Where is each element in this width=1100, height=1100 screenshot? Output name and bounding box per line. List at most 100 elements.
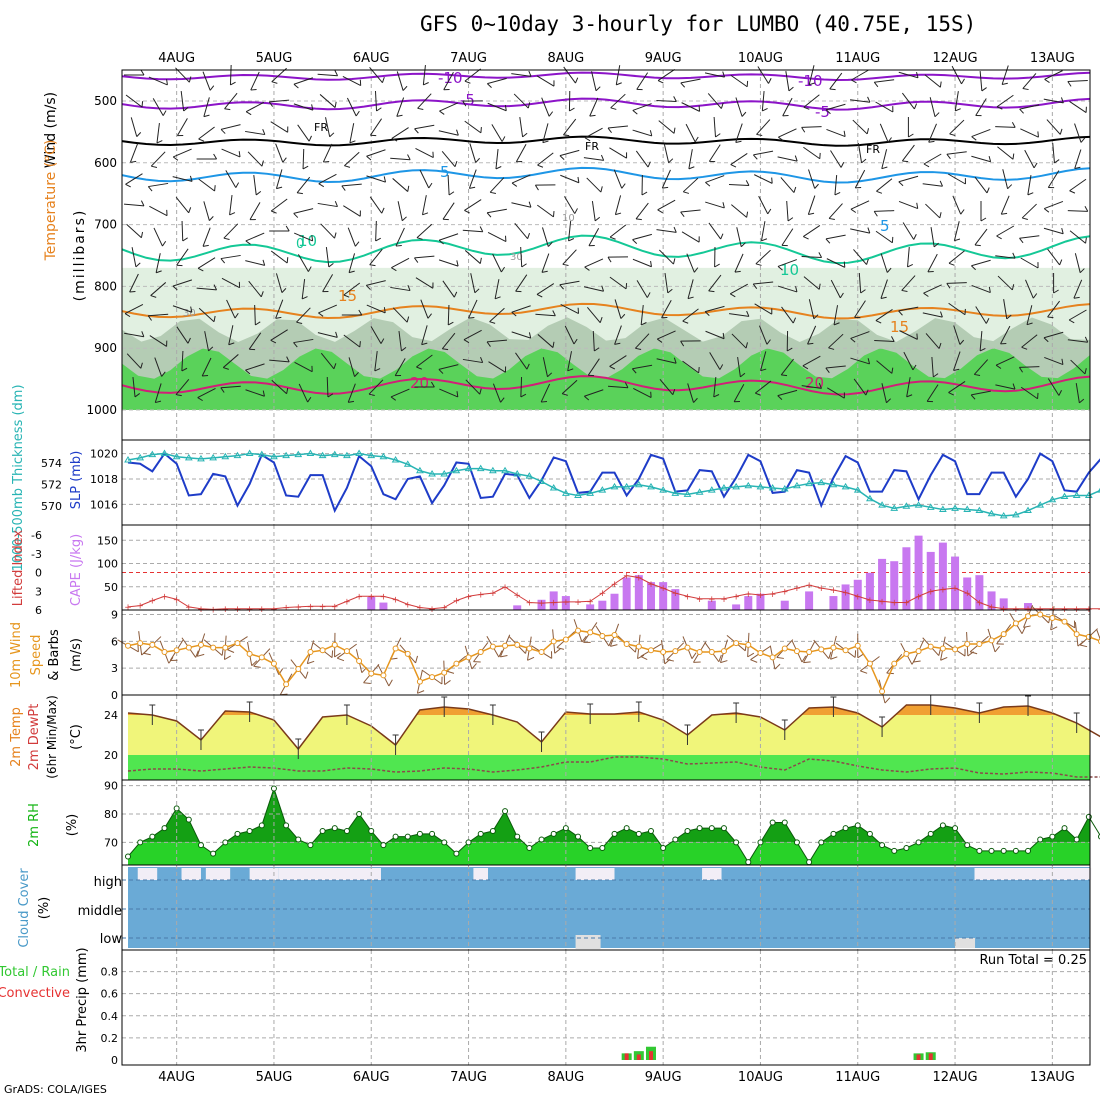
wind-barb — [971, 155, 992, 163]
wind-barb-flag — [912, 364, 917, 371]
wind-barb — [954, 91, 961, 112]
wind-barb-staff — [850, 357, 870, 365]
wind-barb — [346, 97, 360, 117]
wind-barb-staff — [536, 75, 555, 87]
wind-barb-staff — [996, 94, 1014, 108]
wind-barb-staff — [1021, 203, 1037, 219]
wind-barb-flag — [793, 186, 797, 193]
wind10m-barb — [508, 635, 528, 654]
wind-barb-staff — [489, 307, 505, 323]
wind-barb-flag — [228, 342, 235, 346]
wind-barb — [414, 381, 435, 388]
wind10m-barb-flag — [581, 635, 587, 643]
cape-bar — [975, 575, 984, 610]
wind-barb-flag — [334, 70, 339, 76]
wind-speed-point — [197, 641, 204, 648]
wind-barb-staff — [181, 350, 184, 372]
wind-barb-staff — [1075, 383, 1080, 403]
wind-barb-staff — [681, 102, 700, 112]
wind-barb-flag — [230, 81, 236, 86]
wind-barb — [656, 330, 676, 343]
wind-barb-flag — [1061, 227, 1064, 234]
wind-barb-flag — [414, 257, 419, 263]
cape-bar — [865, 572, 874, 610]
wind-barb-flag — [1001, 82, 1008, 85]
cape-bar — [671, 589, 680, 610]
wind-barb-flag — [369, 264, 376, 267]
rh-tick: 90 — [104, 780, 118, 793]
wind-barb-flag — [577, 307, 580, 314]
wind-barb — [250, 71, 260, 91]
wind-barb-staff — [271, 67, 287, 83]
day-label-top: 9AUG — [645, 51, 682, 66]
wind-barb-staff — [901, 275, 916, 291]
wind-barb-flag — [275, 316, 282, 319]
wind-barb — [802, 355, 821, 370]
wind-barb-staff — [880, 253, 888, 273]
rh-point — [161, 825, 168, 832]
wind-barb-staff — [439, 102, 458, 112]
wind-barb-staff — [971, 390, 991, 396]
wind-barb-flag — [794, 155, 798, 162]
wind-barb-flag — [329, 132, 335, 138]
wind-barb-flag — [553, 80, 555, 87]
contour-label: 30 — [510, 252, 523, 263]
wind-barb-flag — [348, 400, 355, 403]
wind-barb — [392, 307, 410, 323]
wind-barb — [807, 325, 817, 345]
wind-barb-flag — [1012, 383, 1016, 390]
temp2m-ylabel-unit: (°C) — [69, 724, 84, 750]
rh-point — [1000, 847, 1007, 854]
wind-barb-staff — [1019, 235, 1040, 239]
wind-barb — [520, 246, 527, 268]
wind-barb-staff — [541, 97, 550, 117]
wind10m-barb-flag — [415, 655, 418, 664]
wind-barb — [568, 90, 575, 112]
rh-point — [368, 828, 375, 834]
wind-barb-flag — [162, 110, 167, 116]
wind-barb-staff — [172, 305, 193, 313]
wind-barb-staff — [130, 117, 138, 137]
wind-barb-flag — [391, 137, 398, 142]
rh-point — [1025, 847, 1032, 854]
wind-barb — [631, 364, 653, 374]
wind-barb — [221, 277, 241, 289]
wind-barb-flag — [521, 263, 527, 268]
wind-barb-flag — [567, 368, 574, 372]
wind-barb — [541, 227, 553, 247]
wind-barb-staff — [486, 339, 508, 343]
wind-barb — [534, 184, 556, 191]
wind-speed-point — [149, 641, 156, 648]
wind-barb — [438, 233, 459, 245]
wind-barb — [293, 103, 314, 111]
wind-barb — [149, 335, 168, 347]
lifted-index-point: + — [562, 598, 570, 608]
rh-point — [441, 839, 448, 846]
wind-barb-flag — [680, 82, 686, 88]
thickness-point — [245, 449, 254, 457]
wind-barb-flag — [688, 166, 695, 170]
wind-barb-flag — [181, 367, 188, 372]
wind-barb-flag — [359, 341, 361, 348]
wind-barb — [511, 174, 531, 187]
wind-barb-flag — [635, 347, 642, 351]
wind-barb — [462, 226, 484, 233]
wind-barb-flag — [427, 313, 432, 319]
wind-barb-flag — [720, 233, 724, 240]
lifted-index-point: + — [817, 584, 825, 594]
wind-barb-staff — [1020, 257, 1039, 269]
wind-barb-flag — [867, 96, 871, 103]
isotherm-20 — [121, 375, 1091, 396]
wind-barb — [610, 93, 626, 110]
wind-barb — [681, 231, 700, 243]
wind-barb-flag — [354, 241, 360, 247]
wind-barb-flag — [694, 136, 699, 143]
wind-barb-staff — [1022, 73, 1037, 89]
dewpoint-line — [127, 756, 1100, 778]
wind-speed-point — [307, 649, 314, 656]
wind-speed-point — [927, 643, 934, 650]
wind-barb — [567, 351, 574, 372]
wind-barb-flag — [854, 316, 861, 319]
wind-barb-flag — [761, 238, 768, 242]
wind-barb-flag — [946, 153, 951, 160]
